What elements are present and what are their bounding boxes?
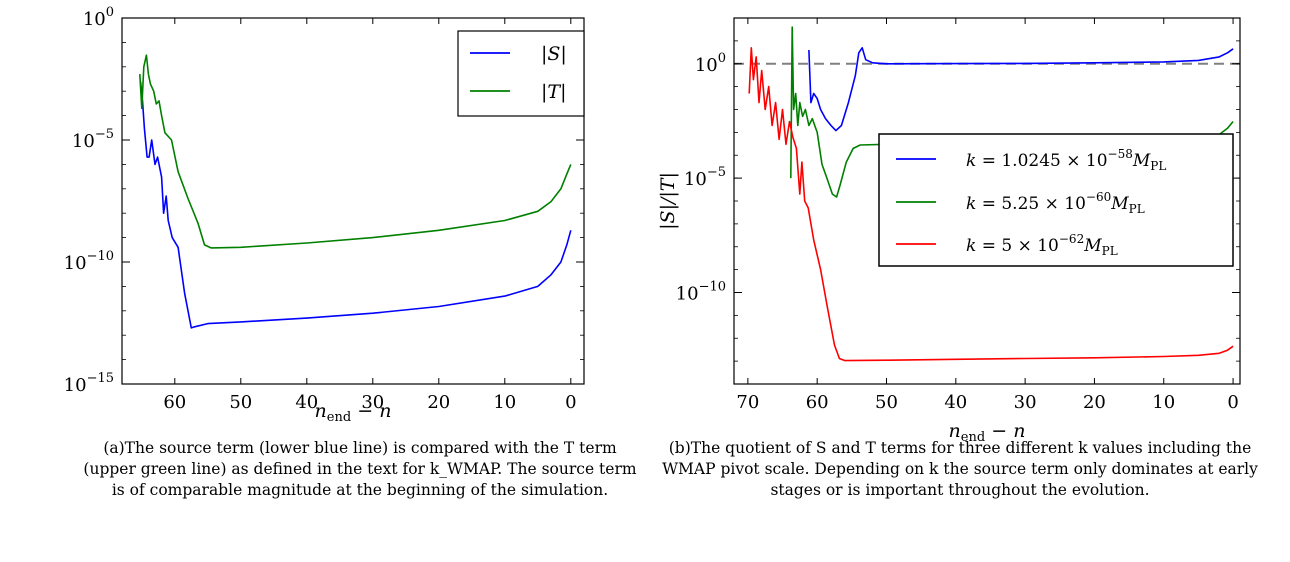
chart-b-legend-box (878, 133, 1234, 267)
chart-a-xtick-label: 40 (295, 392, 318, 413)
chart-b-xtick-label: 20 (1083, 392, 1106, 413)
chart-b-ytick-label: 10−10 (676, 280, 726, 305)
chart-b-xtick-label: 50 (875, 392, 898, 413)
chart-a-xtick-label: 30 (361, 392, 384, 413)
chart-b-xtick-label: 70 (736, 392, 759, 413)
chart-b-xtick-label: 10 (1152, 392, 1175, 413)
chart-b-xtick-label: 30 (1014, 392, 1037, 413)
legend-label-k3: k = 5 × 10−62MPL (966, 232, 1118, 258)
caption-b: (b)The quotient of S and T terms for thr… (662, 439, 1258, 499)
chart-a-xtick-label: 20 (427, 392, 450, 413)
chart-a-ytick-label: 100 (83, 5, 114, 30)
legend-label-k2: k = 5.25 × 10−60MPL (966, 190, 1145, 216)
chart-b-ytick-label: 100 (695, 51, 726, 76)
chart-a-ytick-label: 10−10 (64, 249, 114, 274)
chart-a-xtick-label: 50 (229, 392, 252, 413)
chart-b-series-0-line (808, 47, 1234, 132)
chart-a-ytick-label: 10−5 (72, 127, 114, 152)
chart-a-series-1-line (139, 54, 572, 249)
chart-a-series-0-line (139, 81, 572, 329)
chart-b-ylabel: |S|/|T| (657, 172, 679, 230)
chart-b-ytick-label: 10−5 (684, 165, 726, 190)
chart-b-xlabel: nend − n (949, 420, 1026, 445)
chart-a-ytick-label: 10−15 (64, 371, 114, 396)
legend-label-k1: k = 1.0245 × 10−58MPL (966, 147, 1166, 173)
chart-b-xtick-label: 60 (806, 392, 829, 413)
legend-label-s: |S| (541, 43, 567, 65)
chart-a-frame (121, 17, 585, 385)
chart-a-plot-area (139, 54, 572, 329)
chart-b-series-2-line (748, 47, 1234, 362)
chart-a-xlabel: nend − n (315, 400, 392, 425)
chart-b-legend: k = 1.0245 × 10−58MPL k = 5.25 × 10−60MP… (878, 133, 1234, 267)
legend-label-t: |T| (541, 81, 566, 103)
chart-a-legend-box (457, 30, 585, 117)
caption-a: (a)The source term (lower blue line) is … (83, 439, 637, 499)
chart-b-xtick-label: 40 (944, 392, 967, 413)
chart-a-legend: |S| |T| (457, 30, 585, 117)
chart-a-xtick-label: 0 (565, 392, 576, 413)
chart-b-xtick-label: 0 (1227, 392, 1238, 413)
chart-a-xtick-label: 10 (493, 392, 516, 413)
chart-a-xtick-label: 60 (163, 392, 186, 413)
